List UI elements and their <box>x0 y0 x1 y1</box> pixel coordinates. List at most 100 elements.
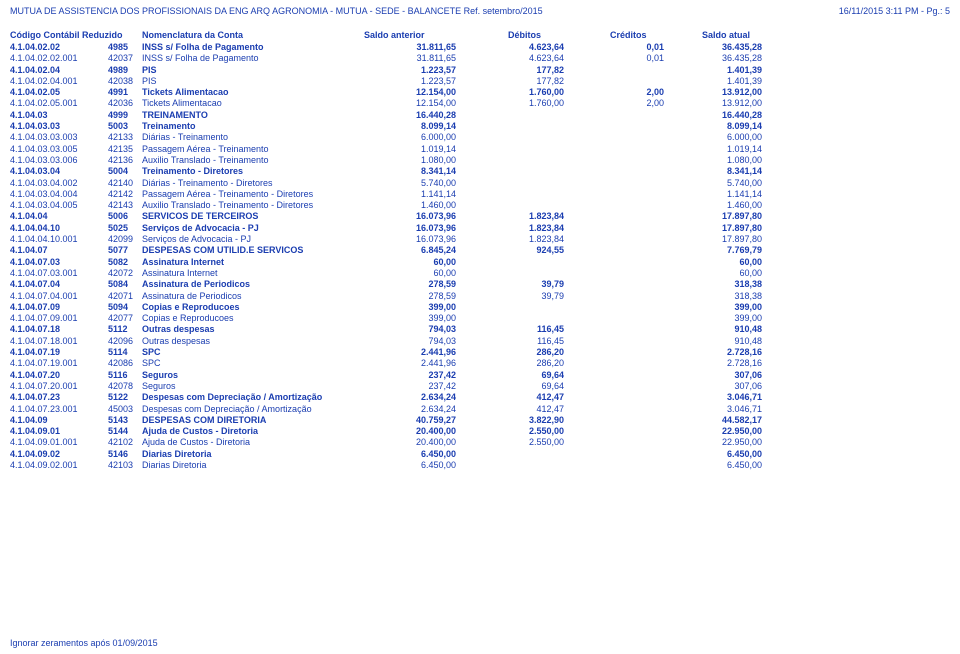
cell-short: 4991 <box>108 87 142 98</box>
table-row: 4.1.04.03.04.00542143Auxilio Translado -… <box>10 200 950 211</box>
cell-creditos <box>568 76 668 87</box>
cell-creditos <box>568 257 668 268</box>
cell-code: 4.1.04.07.04 <box>10 279 108 290</box>
cell-creditos <box>568 166 668 177</box>
cell-nomenclatura: TREINAMENTO <box>142 110 364 121</box>
header-left: MUTUA DE ASSISTENCIA DOS PROFISSIONAIS D… <box>10 6 543 16</box>
cell-nomenclatura: Seguros <box>142 370 364 381</box>
cell-short: 5114 <box>108 347 142 358</box>
cell-short: 42102 <box>108 437 142 448</box>
cell-saldo-anterior: 20.400,00 <box>364 437 460 448</box>
cell-nomenclatura: Tickets Alimentacao <box>142 87 364 98</box>
cell-code: 4.1.04.07.23.001 <box>10 404 108 415</box>
col-creditos: Créditos <box>568 30 668 40</box>
cell-nomenclatura: Copias e Reproducoes <box>142 302 364 313</box>
cell-code: 4.1.04.07.03.001 <box>10 268 108 279</box>
table-row: 4.1.04.03.04.00442142Passagem Aérea - Tr… <box>10 189 950 200</box>
cell-debitos: 1.760,00 <box>460 98 568 109</box>
cell-saldo-atual: 307,06 <box>668 370 766 381</box>
cell-nomenclatura: Diárias - Treinamento <box>142 132 364 143</box>
cell-debitos: 4.623,64 <box>460 42 568 53</box>
cell-nomenclatura: Treinamento <box>142 121 364 132</box>
cell-debitos: 1.760,00 <box>460 87 568 98</box>
cell-nomenclatura: INSS s/ Folha de Pagamento <box>142 53 364 64</box>
cell-code: 4.1.04.07.18 <box>10 324 108 335</box>
cell-debitos: 39,79 <box>460 279 568 290</box>
cell-code: 4.1.04.07.09 <box>10 302 108 313</box>
cell-nomenclatura: Outras despesas <box>142 324 364 335</box>
table-row: 4.1.04.07.035082Assinatura Internet60,00… <box>10 257 950 268</box>
table-row: 4.1.04.03.03.00542135Passagem Aérea - Tr… <box>10 144 950 155</box>
cell-nomenclatura: Seguros <box>142 381 364 392</box>
cell-saldo-atual: 17.897,80 <box>668 211 766 222</box>
cell-creditos <box>568 110 668 121</box>
cell-saldo-anterior: 5.740,00 <box>364 178 460 189</box>
cell-saldo-atual: 2.728,16 <box>668 358 766 369</box>
cell-saldo-atual: 16.440,28 <box>668 110 766 121</box>
table-row: 4.1.04.07.185112Outras despesas794,03116… <box>10 324 950 335</box>
cell-code: 4.1.04.07 <box>10 245 108 256</box>
cell-saldo-anterior: 31.811,65 <box>364 53 460 64</box>
col-saldo-anterior: Saldo anterior <box>364 30 460 40</box>
cell-code: 4.1.04.07.20.001 <box>10 381 108 392</box>
cell-creditos <box>568 404 668 415</box>
cell-debitos <box>460 257 568 268</box>
cell-creditos <box>568 437 668 448</box>
cell-creditos <box>568 392 668 403</box>
cell-nomenclatura: Serviços de Advocacia - PJ <box>142 234 364 245</box>
cell-saldo-atual: 307,06 <box>668 381 766 392</box>
cell-short: 42096 <box>108 336 142 347</box>
cell-saldo-anterior: 6.845,24 <box>364 245 460 256</box>
cell-saldo-atual: 17.897,80 <box>668 234 766 245</box>
cell-short: 5003 <box>108 121 142 132</box>
cell-saldo-atual: 13.912,00 <box>668 87 766 98</box>
cell-creditos: 2,00 <box>568 98 668 109</box>
cell-saldo-atual: 7.769,79 <box>668 245 766 256</box>
header-right: 16/11/2015 3:11 PM - Pg.: 5 <box>839 6 950 16</box>
cell-short: 5004 <box>108 166 142 177</box>
table-row: 4.1.04.09.025146Diarias Diretoria6.450,0… <box>10 449 950 460</box>
cell-saldo-anterior: 794,03 <box>364 336 460 347</box>
table-row: 4.1.04.03.04.00242140Diárias - Treinamen… <box>10 178 950 189</box>
cell-saldo-atual: 8.099,14 <box>668 121 766 132</box>
table-row: 4.1.04.02.054991Tickets Alimentacao12.15… <box>10 87 950 98</box>
cell-code: 4.1.04.07.03 <box>10 257 108 268</box>
cell-code: 4.1.04.09.01.001 <box>10 437 108 448</box>
cell-code: 4.1.04.03.03 <box>10 121 108 132</box>
cell-creditos <box>568 268 668 279</box>
cell-short: 5077 <box>108 245 142 256</box>
cell-creditos <box>568 336 668 347</box>
table-row: 4.1.04.07.04.00142071Assinatura de Perio… <box>10 291 950 302</box>
cell-creditos <box>568 178 668 189</box>
cell-nomenclatura: PIS <box>142 76 364 87</box>
cell-saldo-atual: 2.728,16 <box>668 347 766 358</box>
cell-saldo-atual: 1.080,00 <box>668 155 766 166</box>
cell-saldo-anterior: 16.440,28 <box>364 110 460 121</box>
cell-saldo-anterior: 237,42 <box>364 370 460 381</box>
cell-creditos <box>568 132 668 143</box>
cell-saldo-anterior: 60,00 <box>364 268 460 279</box>
cell-nomenclatura: Passagem Aérea - Treinamento - Diretores <box>142 189 364 200</box>
cell-creditos <box>568 370 668 381</box>
cell-creditos <box>568 65 668 76</box>
cell-creditos <box>568 358 668 369</box>
cell-saldo-anterior: 278,59 <box>364 279 460 290</box>
table-row: 4.1.04.03.03.00642136Auxilio Translado -… <box>10 155 950 166</box>
cell-saldo-anterior: 1.141,14 <box>364 189 460 200</box>
cell-code: 4.1.04.03.04.002 <box>10 178 108 189</box>
cell-short: 42037 <box>108 53 142 64</box>
table-body: 4.1.04.02.024985INSS s/ Folha de Pagamen… <box>10 42 950 471</box>
cell-code: 4.1.04.09.02.001 <box>10 460 108 471</box>
cell-saldo-atual: 399,00 <box>668 302 766 313</box>
cell-debitos <box>460 110 568 121</box>
cell-nomenclatura: INSS s/ Folha de Pagamento <box>142 42 364 53</box>
cell-code: 4.1.04.02.04 <box>10 65 108 76</box>
cell-saldo-atual: 60,00 <box>668 268 766 279</box>
cell-short: 4985 <box>108 42 142 53</box>
page: MUTUA DE ASSISTENCIA DOS PROFISSIONAIS D… <box>0 0 960 477</box>
col-nomenclatura: Nomenclatura da Conta <box>142 30 364 40</box>
table-row: 4.1.04.02.02.00142037INSS s/ Folha de Pa… <box>10 53 950 64</box>
cell-nomenclatura: Diarias Diretoria <box>142 449 364 460</box>
cell-nomenclatura: Assinatura Internet <box>142 268 364 279</box>
cell-nomenclatura: SERVICOS DE TERCEIROS <box>142 211 364 222</box>
